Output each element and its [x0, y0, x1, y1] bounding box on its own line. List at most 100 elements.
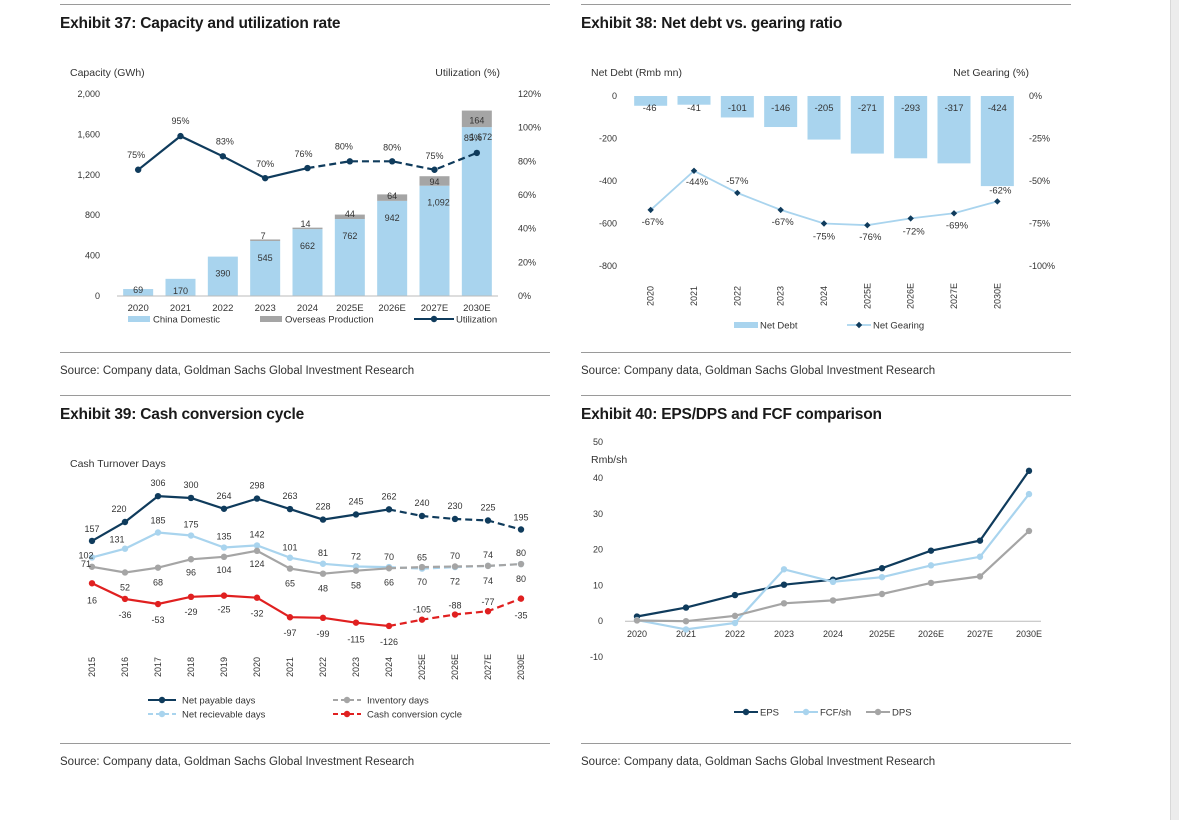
bar-net-debt — [807, 96, 841, 140]
marker-utilization — [346, 158, 354, 165]
line-grey-actual — [91, 549, 390, 575]
x-tick-label: 2020 — [627, 629, 647, 639]
x-tick-label: 2030E — [992, 283, 1002, 309]
data-label-net-debt: -41 — [687, 103, 701, 114]
marker-net-gearing — [777, 206, 784, 214]
y2-axis-title: Net Gearing (%) — [953, 67, 1029, 79]
marker-inventory-days — [286, 565, 294, 572]
y2-tick-label: 20% — [518, 257, 536, 267]
x-tick-label: 2022 — [212, 303, 233, 314]
legend-marker-eps — [742, 708, 750, 716]
data-label-net-payable-days: 240 — [414, 498, 429, 508]
marker-net-payable-days — [154, 492, 162, 500]
data-label-net-payable-days: 306 — [150, 478, 165, 488]
marker-net-payable-days — [385, 506, 393, 513]
bar-net-debt — [980, 96, 1014, 187]
bar-china-domestic — [165, 278, 196, 296]
data-label-inventory-days: 96 — [186, 567, 196, 577]
marker-fcf-sh — [682, 626, 690, 633]
data-label-overseas: 164 — [469, 116, 484, 126]
marker-fcf-sh — [927, 562, 935, 569]
marker-eps — [976, 537, 984, 544]
x-tick-label: 2024 — [297, 303, 318, 314]
data-label-net-gearing: -76% — [859, 232, 882, 243]
y2-tick-label: 100% — [518, 123, 541, 133]
exhibit-source: Source: Company data, Goldman Sachs Glob… — [581, 756, 936, 768]
bottom-rule — [581, 352, 1071, 353]
x-tick-label: 2018 — [186, 657, 196, 677]
marker-eps — [927, 547, 935, 554]
x-tick-label: 2021 — [285, 657, 295, 677]
legend-label-light-blue: Net recievable days — [182, 710, 266, 721]
y-tick-label: -800 — [599, 261, 617, 271]
bar-net-debt — [764, 96, 798, 128]
data-label-net-payable-days: 157 — [84, 524, 99, 534]
x-tick-label: 2026E — [450, 654, 460, 680]
marker-net-payable-days — [121, 518, 129, 526]
data-label-net-gearing: -67% — [642, 217, 665, 228]
bar-china-domestic — [334, 219, 365, 296]
data-label-net-recievable-days: 72 — [351, 551, 361, 561]
exhibit-39-panel: Exhibit 39: Cash conversion cycle Cash T… — [60, 395, 550, 775]
marker-net-payable-days — [352, 511, 360, 518]
marker-inventory-days — [517, 560, 525, 568]
bar-net-debt — [634, 96, 668, 106]
data-label-utilization: 70% — [256, 159, 274, 169]
bar-overseas-production — [334, 214, 365, 220]
bar-overseas-production — [292, 227, 323, 230]
x-tick-label: 2022 — [732, 286, 742, 306]
marker-net-gearing — [994, 198, 1001, 205]
data-label-cash-conversion-cycle: -29 — [184, 607, 197, 617]
marker-net-payable-days — [88, 537, 96, 545]
data-label-cash-conversion-cycle: -32 — [250, 609, 263, 619]
marker-net-gearing — [820, 220, 828, 227]
x-tick-label: 2019 — [219, 657, 229, 677]
legend-swatch-net-debt — [734, 322, 758, 328]
bottom-rule — [60, 352, 550, 353]
data-label-net-recievable-days: 131 — [109, 535, 124, 545]
data-label-utilization: 85% — [464, 133, 482, 143]
y2-tick-label: -75% — [1029, 219, 1050, 229]
y-tick-label: 0 — [612, 91, 617, 101]
data-label-china-domestic: 662 — [300, 241, 315, 251]
marker-net-payable-days — [220, 505, 228, 512]
x-tick-label: 2023 — [774, 629, 794, 639]
x-tick-label: 2022 — [725, 629, 745, 639]
marker-dps — [1025, 527, 1033, 535]
data-label-net-gearing: -57% — [726, 176, 749, 187]
legend-label-red: Cash conversion cycle — [367, 710, 462, 721]
marker-net-payable-days — [253, 495, 261, 502]
line-fcf-sh — [636, 493, 1030, 631]
data-label-cash-conversion-cycle: -88 — [448, 601, 461, 611]
marker-utilization — [219, 153, 227, 160]
y-tick-label: 0 — [598, 616, 603, 626]
marker-inventory-days — [451, 563, 459, 570]
data-label-overseas: 14 — [300, 219, 310, 229]
legend-marker-dps — [874, 708, 882, 716]
bar-china-domestic — [207, 256, 238, 296]
data-label-net-gearing: -72% — [903, 226, 926, 237]
marker-fcf-sh — [731, 619, 739, 627]
bar-net-debt — [677, 96, 711, 105]
data-label-utilization: 80% — [383, 142, 401, 152]
data-label-utilization: 95% — [171, 116, 189, 126]
y-axis-title: Capacity (GWh) — [70, 67, 145, 79]
legend-label-dps: DPS — [892, 708, 912, 719]
marker-utilization — [473, 149, 481, 157]
legend-swatch-overseas — [260, 316, 282, 322]
marker-cash-conversion-cycle — [121, 595, 129, 603]
marker-net-recievable-days — [121, 545, 129, 552]
y-tick-label: 1,200 — [77, 170, 100, 180]
line-eps — [636, 470, 1030, 618]
marker-net-payable-days — [517, 526, 525, 533]
y2-tick-label: 80% — [518, 156, 536, 166]
y-tick-label: 400 — [85, 251, 100, 261]
marker-net-gearing — [690, 167, 698, 174]
data-label-inventory-days: 71 — [81, 559, 91, 569]
data-label-net-payable-days: 220 — [111, 504, 126, 514]
data-label-net-recievable-days: 135 — [216, 532, 231, 542]
data-label-cash-conversion-cycle: -97 — [283, 628, 296, 638]
data-label-net-recievable-days: 74 — [483, 550, 493, 560]
data-label-net-payable-days: 230 — [447, 501, 462, 511]
line-navy-actual — [91, 494, 390, 542]
